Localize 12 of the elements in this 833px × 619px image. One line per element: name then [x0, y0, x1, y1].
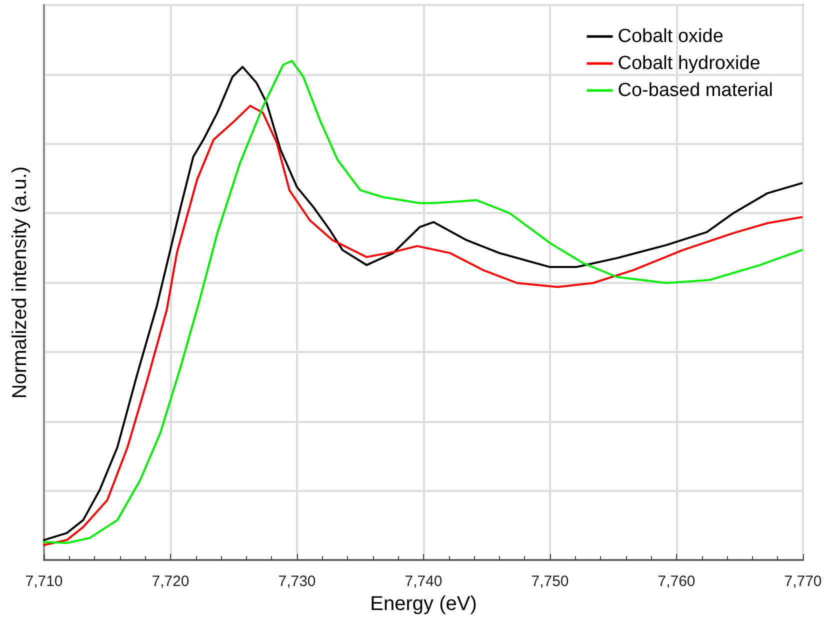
- x-tick-label: 7,730: [278, 573, 316, 590]
- x-axis-title: Energy (eV): [370, 592, 477, 615]
- x-tick-label: 7,750: [531, 573, 569, 590]
- x-tick-label: 7,710: [25, 573, 63, 590]
- legend-label: Cobalt oxide: [618, 26, 724, 47]
- legend-label: Cobalt hydroxide: [618, 53, 760, 74]
- x-tick-label: 7,740: [404, 573, 442, 590]
- x-tick-label: 7,720: [152, 573, 190, 590]
- x-tick-label: 7,770: [784, 573, 822, 590]
- legend-label: Co-based material: [618, 80, 774, 101]
- y-axis-title: Normalized intensity (a.u.): [9, 166, 31, 399]
- x-tick-label: 7,760: [658, 573, 696, 590]
